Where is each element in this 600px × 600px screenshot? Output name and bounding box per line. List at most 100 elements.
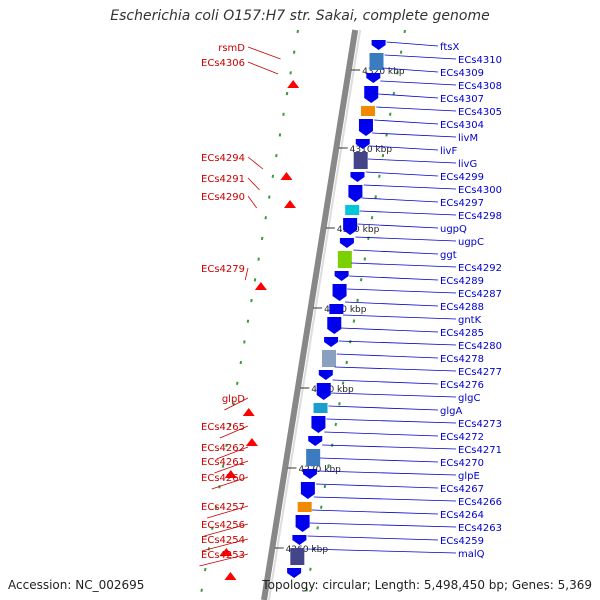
right-label-connector: [305, 548, 457, 554]
gene-block-reverse: [353, 152, 368, 169]
left-label-connector: [247, 195, 258, 209]
gene-block-reverse: [290, 548, 305, 565]
right-label-connector: [322, 444, 457, 450]
left-gene-label: ECs4294: [201, 153, 245, 164]
right-gene-label: ECs4289: [440, 276, 484, 287]
right-gene-label: ECs4298: [458, 211, 502, 222]
gene-block-reverse: [337, 251, 352, 268]
gene-arrow-reverse: [318, 370, 333, 380]
kbp-label: 4280 kbp: [311, 385, 354, 395]
gene-arrow-reverse: [364, 86, 379, 103]
right-gene-label: ECs4267: [440, 484, 484, 495]
gene-arrow-forward: [284, 200, 296, 208]
gene-arrow-forward: [242, 408, 255, 416]
right-label-connector: [359, 210, 457, 216]
right-label-connector: [326, 418, 457, 424]
right-gene-label: glgC: [458, 393, 480, 404]
right-gene-label: ECs4264: [440, 510, 484, 521]
right-gene-label: ECs4263: [458, 523, 502, 534]
right-label-connector: [355, 236, 457, 242]
right-label-connector: [338, 340, 457, 346]
right-gene-label: glgA: [440, 406, 462, 417]
right-gene-label: ECs4292: [458, 263, 502, 274]
gene-block-reverse: [313, 403, 328, 413]
right-gene-label: ugpQ: [440, 224, 467, 235]
gene-arrow-reverse: [302, 469, 317, 479]
right-label-connector: [313, 496, 457, 502]
right-gene-label: ECs4299: [440, 172, 484, 183]
left-gene-label: ECs4291: [201, 174, 245, 185]
gene-arrow-forward: [245, 438, 258, 446]
right-label-connector: [363, 184, 457, 190]
gene-block-reverse: [322, 350, 336, 367]
right-gene-label: ECs4309: [440, 68, 484, 79]
left-gene-label: ECs4253: [201, 550, 245, 561]
gene-block-reverse: [297, 502, 312, 512]
gene-arrow-reverse: [350, 172, 365, 182]
left-gene-label: ECs4256: [201, 520, 245, 531]
right-label-connector: [382, 67, 439, 73]
right-gene-label: ECs4288: [440, 302, 484, 313]
right-gene-label: ggt: [440, 250, 457, 261]
right-gene-label: ECs4287: [458, 289, 502, 300]
accession-text: Accession: NC_002695: [8, 578, 145, 592]
topology-text: Topology: circular; Length: 5,498,450 bp…: [262, 578, 592, 592]
right-gene-label: ECs4271: [458, 445, 502, 456]
right-label-connector: [332, 379, 439, 385]
gene-block-reverse: [345, 205, 360, 215]
right-gene-label: ECs4259: [440, 536, 484, 547]
right-gene-label: ECs4285: [440, 328, 484, 339]
gene-arrow-forward: [224, 470, 237, 478]
left-label-connector: [247, 61, 279, 75]
right-label-connector: [349, 275, 439, 281]
left-gene-label: glpD: [222, 394, 245, 405]
gene-arrow-reverse: [327, 317, 342, 334]
gene-block-reverse: [329, 304, 344, 314]
left-label-connector: [247, 156, 264, 170]
left-label-connector: [216, 446, 249, 460]
right-label-connector: [315, 483, 439, 489]
gene-arrow-forward: [224, 572, 237, 580]
dotted-track-right: [304, 29, 406, 600]
right-label-connector: [361, 197, 439, 203]
gene-arrow-forward: [287, 80, 300, 88]
gene-arrow-forward: [280, 172, 293, 180]
right-label-connector: [345, 301, 439, 307]
left-gene-label: ECs4262: [201, 443, 245, 454]
left-gene-label: ECs4257: [201, 502, 245, 513]
left-gene-label: ECs4254: [201, 535, 245, 546]
right-gene-label: ECs4305: [458, 107, 502, 118]
right-label-connector: [311, 509, 439, 515]
left-gene-label: ECs4260: [201, 473, 245, 484]
right-label-connector: [347, 288, 457, 294]
gene-arrow-reverse: [355, 139, 370, 149]
left-label-connector: [247, 177, 260, 191]
right-label-connector: [340, 327, 439, 333]
right-label-connector: [372, 132, 457, 138]
right-label-connector: [309, 522, 457, 528]
left-label-connector: [224, 397, 249, 411]
gene-arrow-forward: [220, 548, 233, 556]
gene-arrow-reverse: [366, 73, 381, 83]
right-label-connector: [324, 431, 439, 437]
right-label-connector: [369, 145, 439, 151]
gene-arrow-reverse: [316, 383, 331, 400]
right-gene-label: malQ: [458, 549, 485, 560]
right-label-connector: [357, 223, 439, 229]
gene-arrow-reverse: [292, 535, 307, 545]
right-gene-label: ftsX: [440, 42, 459, 53]
right-gene-label: ECs4270: [440, 458, 484, 469]
right-label-connector: [378, 93, 439, 99]
gene-arrow-reverse: [332, 284, 347, 301]
left-label-connector: [201, 538, 249, 552]
kbp-label: 4290 kbp: [324, 305, 367, 315]
right-gene-label: ECs4266: [458, 497, 502, 508]
gene-arrow-forward: [254, 282, 267, 290]
right-gene-label: ECs4307: [440, 94, 484, 105]
right-gene-label: livG: [458, 159, 477, 170]
kbp-label: 4270 kbp: [298, 465, 341, 475]
gene-arrow-reverse: [339, 238, 354, 248]
gene-block-reverse: [369, 53, 384, 70]
right-gene-label: ugpC: [458, 237, 484, 248]
